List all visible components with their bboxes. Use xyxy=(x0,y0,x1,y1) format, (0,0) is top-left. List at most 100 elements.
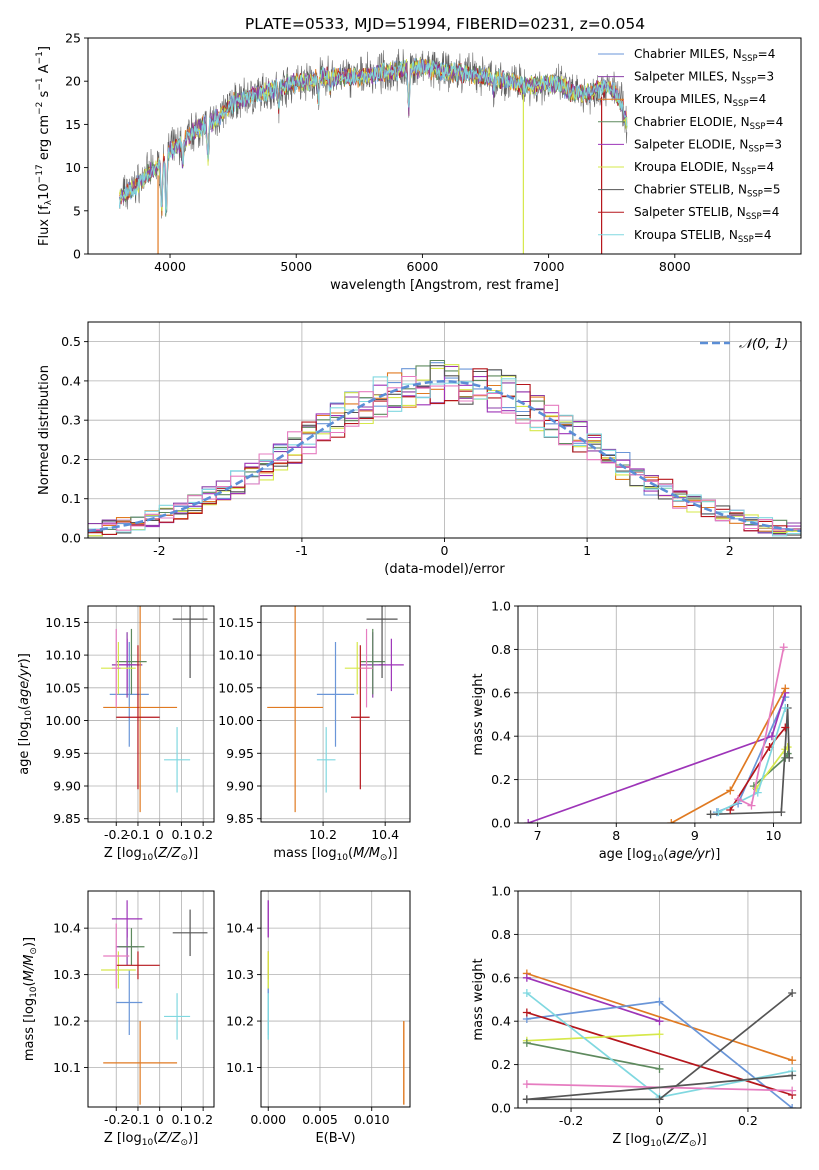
x-axis-label: (data-model)/error xyxy=(384,562,505,577)
x-tick-label: -0.1 xyxy=(126,827,150,842)
axes-spectrum: 4000 5000 6000 7000 8000 0 5 10 15 20 25 wavelength… xyxy=(35,31,802,293)
data-point xyxy=(788,1104,797,1108)
legend-label: Salpeter ELODIE, NSSP=3 xyxy=(634,137,782,154)
data-point xyxy=(779,643,788,652)
x-tick-label: 2 xyxy=(726,543,734,558)
x-tick-label: 1 xyxy=(583,543,591,558)
legend-label: Chabrier MILES, NSSP=4 xyxy=(634,47,775,64)
y-tick-label: 0.6 xyxy=(491,685,511,700)
data-point xyxy=(522,988,531,997)
legend-label: Kroupa STELIB, NSSP=4 xyxy=(634,228,772,245)
y-axis-label: Flux [fλ10−17 erg cm−2 s−1 A−1] xyxy=(35,46,54,246)
data-point xyxy=(781,684,790,693)
y-tick-label: 10.05 xyxy=(45,680,81,695)
x-tick-label: 10 xyxy=(766,828,782,843)
axes-frame xyxy=(517,605,802,824)
plot-area-weight_vs_Z xyxy=(522,969,797,1108)
axes-weight_vs_age: 7 8 9 10 0.0 0.2 0.4 0.6 0.8 1.0 age [log10(age/yr… xyxy=(471,599,802,864)
y-tick-label: 1.0 xyxy=(491,884,511,899)
series-line xyxy=(526,972,793,1062)
y-tick-label: 10.2 xyxy=(53,1014,81,1029)
data-point xyxy=(522,1095,531,1104)
axes-frame xyxy=(87,605,215,823)
x-tick-label: 7 xyxy=(534,828,542,843)
x-tick-label: -0.2 xyxy=(104,1112,128,1127)
y-tick-label: 10.4 xyxy=(53,921,81,936)
series-line xyxy=(526,1033,660,1042)
data-point xyxy=(655,1095,664,1104)
axes-frame xyxy=(260,890,411,1108)
x-axis-label: Z [log10(Z/Z⊙)] xyxy=(104,1131,198,1148)
plot-area-mass_vs_Z xyxy=(101,900,208,1105)
axes-frame xyxy=(87,37,802,255)
y-tick-label: 0.4 xyxy=(491,729,511,744)
series-line xyxy=(716,696,787,813)
y-tick-label: 0.2 xyxy=(61,452,81,467)
figure-title: PLATE=0533, MJD=51994, FIBERID=0231, z=0… xyxy=(245,15,645,33)
y-tick-label: 10.05 xyxy=(218,680,254,695)
y-tick-label: 10.3 xyxy=(53,967,81,982)
data-point xyxy=(777,808,786,817)
axes-age_vs_mass: 10.2 10.4 9.85 9.90 9.95 10.00 10.05 10.10 10.15… xyxy=(218,605,411,863)
plot-area-residuals xyxy=(88,359,801,537)
y-tick-label: 10.2 xyxy=(226,1014,254,1029)
x-axis-label: Z [log10(Z/Z⊙)] xyxy=(612,1132,706,1149)
y-tick-label: 0.0 xyxy=(61,531,81,546)
data-point xyxy=(788,1086,797,1095)
data-point xyxy=(726,786,735,795)
y-axis-label: Normed distribution xyxy=(37,365,52,495)
y-tick-label: 10.00 xyxy=(45,713,81,728)
y-tick-label: 0.4 xyxy=(61,373,81,388)
x-tick-label: 5000 xyxy=(280,259,312,274)
x-tick-label: 8000 xyxy=(659,259,691,274)
x-tick-label: 0.010 xyxy=(354,1112,390,1127)
x-tick-label: 7000 xyxy=(533,259,565,274)
axes-weight_vs_Z: -0.2 0 0.2 0.0 0.2 0.4 0.6 0.8 1.0 Z [log10(Z/Z⊙)… xyxy=(471,884,802,1149)
y-tick-label: 9.95 xyxy=(53,746,81,761)
x-tick-label: 8 xyxy=(612,828,620,843)
y-tick-label: 0.6 xyxy=(491,970,511,985)
y-axis-label: mass weight xyxy=(471,958,486,1040)
x-tick-label: -0.2 xyxy=(104,827,128,842)
legend-label: 𝒩(0, 1) xyxy=(739,336,788,352)
x-tick-label: 0.005 xyxy=(302,1112,338,1127)
x-tick-label: -1 xyxy=(296,543,308,558)
y-tick-label: 9.85 xyxy=(53,811,81,826)
data-point xyxy=(788,1056,797,1065)
data-point xyxy=(655,1017,664,1026)
data-point xyxy=(726,805,735,814)
y-tick-label: 10.1 xyxy=(226,1060,254,1075)
y-tick-label: 0.8 xyxy=(491,642,511,657)
y-tick-label: 10.3 xyxy=(226,967,254,982)
data-point xyxy=(522,1080,531,1089)
data-point xyxy=(781,703,790,712)
x-tick-label: 0 xyxy=(156,1112,164,1127)
legend-label: Kroupa ELODIE, NSSP=4 xyxy=(634,160,774,177)
data-point xyxy=(524,819,533,823)
plot-area-weight_vs_age xyxy=(524,643,794,823)
x-tick-label: 10.4 xyxy=(371,827,399,842)
plot-area-mass_vs_ebv xyxy=(267,900,405,1105)
y-tick-label: 10.1 xyxy=(53,1060,81,1075)
x-tick-label: 4000 xyxy=(154,259,186,274)
legend-label: Kroupa MILES, NSSP=4 xyxy=(634,92,766,109)
y-axis-label: mass [log10(M/M⊙)] xyxy=(22,937,39,1061)
y-axis-label: mass weight xyxy=(471,673,486,755)
y-tick-label: 10.15 xyxy=(45,615,81,630)
y-tick-label: 10.4 xyxy=(226,921,254,936)
y-tick-label: 0.4 xyxy=(491,1014,511,1029)
x-tick-label: 0.2 xyxy=(193,827,213,842)
x-axis-label: wavelength [Angstrom, rest frame] xyxy=(330,278,559,293)
series-line xyxy=(526,976,660,1023)
y-tick-label: 0.8 xyxy=(491,927,511,942)
y-tick-label: 1.0 xyxy=(491,599,511,614)
axes-mass_vs_Z: -0.2-0.1 0 0.1 0.2 10.1 10.2 10.3 10.4 Z [log10(… xyxy=(22,890,215,1148)
x-tick-label: -2 xyxy=(153,543,165,558)
histogram-step xyxy=(88,368,801,535)
data-point xyxy=(655,1030,664,1039)
y-axis-label: age [log10(age/yr)] xyxy=(17,653,34,775)
data-point xyxy=(785,753,794,762)
y-tick-label: 15 xyxy=(65,117,81,132)
y-tick-label: 5 xyxy=(73,203,81,218)
